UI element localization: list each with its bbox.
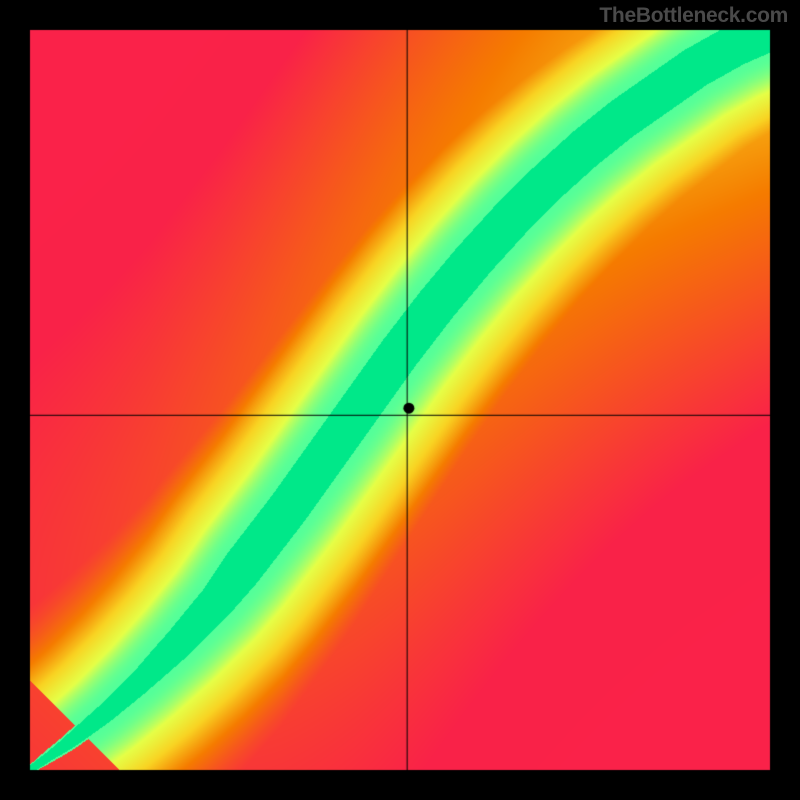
watermark-text: TheBottleneck.com [599, 4, 788, 28]
heatmap-canvas [0, 0, 800, 800]
